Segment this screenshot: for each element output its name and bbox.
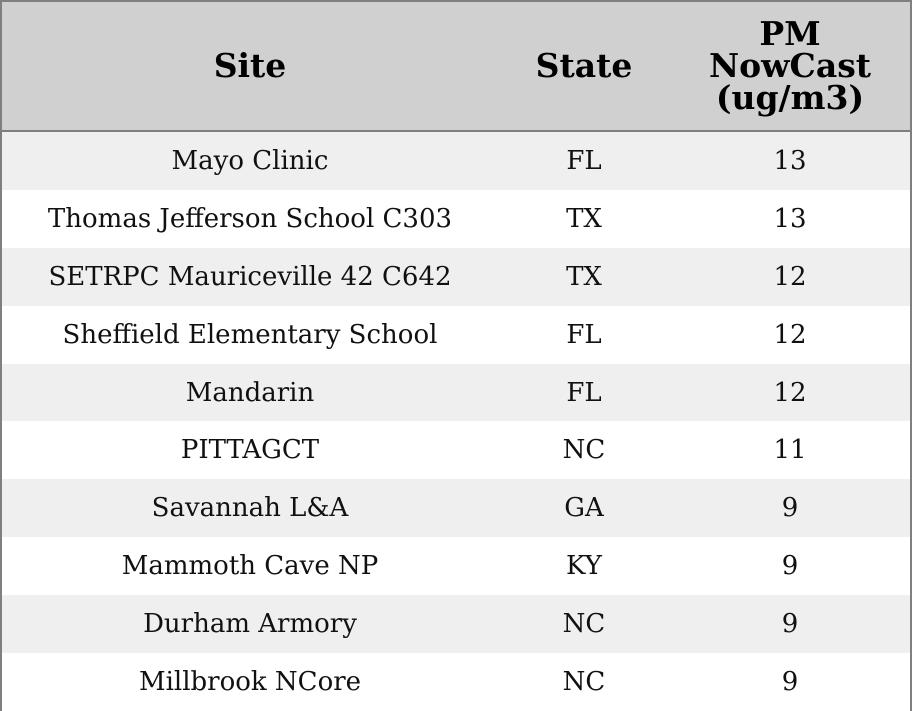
table-header: Site State PM NowCast (ug/m3) <box>2 2 910 132</box>
cell-site: Thomas Jefferson School C303 <box>47 203 453 234</box>
cell-state: TX <box>566 261 602 292</box>
cell-state: NC <box>562 609 606 640</box>
cell-state: GA <box>564 493 604 524</box>
cell-site: PITTAGCT <box>180 435 320 466</box>
header-site: Site <box>213 46 287 85</box>
cell-pm: 9 <box>781 666 799 697</box>
cell-state: FL <box>566 377 602 408</box>
cell-state: KY <box>566 551 602 582</box>
cell-pm: 12 <box>773 261 807 292</box>
cell-state: FL <box>566 319 602 350</box>
header-pm-nowcast: PM NowCast (ug/m3) <box>708 14 872 117</box>
table-row: SETRPC Mauriceville 42 C642 TX 12 <box>2 247 910 306</box>
cell-pm: 13 <box>773 203 807 234</box>
table-row: Mayo Clinic FL 13 <box>2 132 910 190</box>
table-row: Millbrook NCore NC 9 <box>2 653 910 711</box>
cell-state: NC <box>562 435 606 466</box>
cell-site: Mandarin <box>185 377 315 408</box>
table-row: Savannah L&A GA 9 <box>2 479 910 538</box>
table-body: Mayo Clinic FL 13 Thomas Jefferson School C… <box>2 132 910 711</box>
table-row: Durham Armory NC 9 <box>2 595 910 654</box>
header-state: State <box>535 46 633 85</box>
cell-site: Sheffield Elementary School <box>62 319 438 350</box>
cell-pm: 9 <box>781 551 799 582</box>
cell-site: Durham Armory <box>143 609 357 640</box>
cell-pm: 9 <box>781 609 799 640</box>
cell-state: TX <box>566 203 602 234</box>
cell-pm: 11 <box>773 435 807 466</box>
table-row: Mammoth Cave NP KY 9 <box>2 537 910 596</box>
cell-state: NC <box>562 666 606 697</box>
cell-pm: 13 <box>773 145 807 176</box>
cell-site: Mayo Clinic <box>171 145 329 176</box>
table-row: PITTAGCT NC 11 <box>2 421 910 480</box>
table-row: Thomas Jefferson School C303 TX 13 <box>2 189 910 248</box>
cell-pm: 12 <box>773 377 807 408</box>
cell-site: Mammoth Cave NP <box>121 551 379 582</box>
cell-pm: 9 <box>781 493 799 524</box>
table-row: Sheffield Elementary School FL 12 <box>2 305 910 364</box>
table-row: Mandarin FL 12 <box>2 363 910 422</box>
cell-state: FL <box>566 145 602 176</box>
cell-site: SETRPC Mauriceville 42 C642 <box>48 261 452 292</box>
cell-pm: 12 <box>773 319 807 350</box>
cell-site: Savannah L&A <box>151 493 349 524</box>
cell-site: Millbrook NCore <box>138 666 362 697</box>
